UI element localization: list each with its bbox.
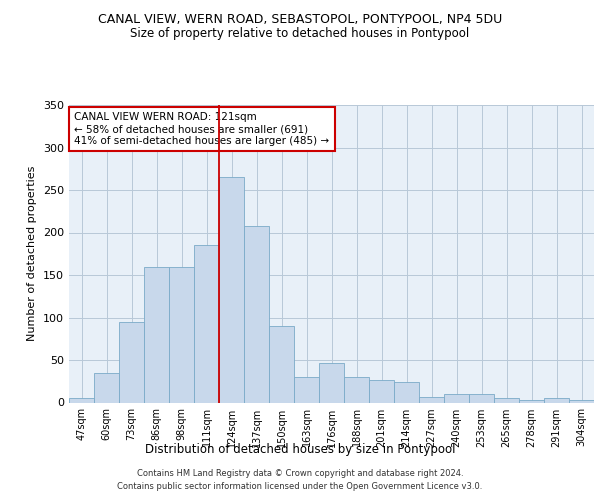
Text: Contains public sector information licensed under the Open Government Licence v3: Contains public sector information licen…: [118, 482, 482, 491]
Bar: [319, 362, 344, 403]
Bar: [344, 377, 369, 402]
Bar: [369, 380, 394, 402]
Bar: [269, 326, 294, 402]
Y-axis label: Number of detached properties: Number of detached properties: [28, 166, 37, 342]
Text: Distribution of detached houses by size in Pontypool: Distribution of detached houses by size …: [145, 442, 455, 456]
Bar: [569, 400, 594, 402]
Bar: [469, 394, 494, 402]
Bar: [194, 245, 219, 402]
Bar: [294, 377, 319, 402]
Bar: [169, 266, 194, 402]
Text: Size of property relative to detached houses in Pontypool: Size of property relative to detached ho…: [130, 28, 470, 40]
Text: CANAL VIEW, WERN ROAD, SEBASTOPOL, PONTYPOOL, NP4 5DU: CANAL VIEW, WERN ROAD, SEBASTOPOL, PONTY…: [98, 12, 502, 26]
Bar: [144, 266, 169, 402]
Bar: [94, 373, 119, 402]
Text: Contains HM Land Registry data © Crown copyright and database right 2024.: Contains HM Land Registry data © Crown c…: [137, 468, 463, 477]
Bar: [219, 178, 244, 402]
Bar: [69, 398, 94, 402]
Bar: [519, 400, 544, 402]
Bar: [419, 396, 444, 402]
Bar: [494, 398, 519, 402]
Bar: [444, 394, 469, 402]
Bar: [394, 382, 419, 402]
Bar: [244, 226, 269, 402]
Bar: [119, 322, 144, 402]
Bar: [544, 398, 569, 402]
Text: CANAL VIEW WERN ROAD: 121sqm
← 58% of detached houses are smaller (691)
41% of s: CANAL VIEW WERN ROAD: 121sqm ← 58% of de…: [74, 112, 329, 146]
